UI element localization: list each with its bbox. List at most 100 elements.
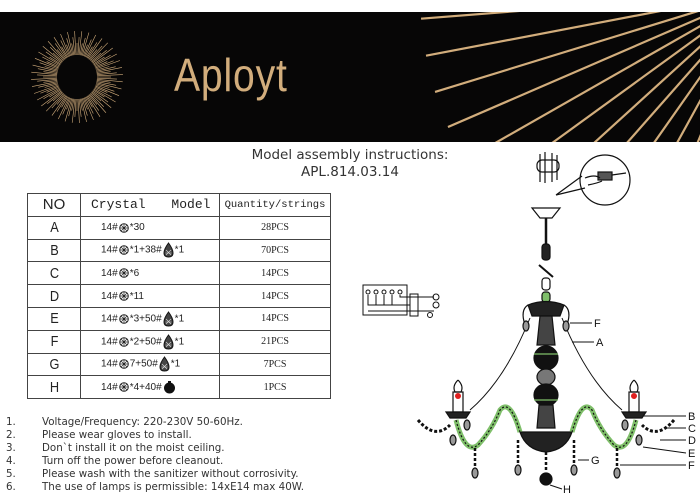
label-e: E [688, 448, 695, 460]
round-crystal-icon [118, 222, 129, 233]
note-item: 4. Turn off the power before cleanout. [6, 455, 304, 468]
row-no: H [31, 375, 77, 400]
table-row: D 14# *11 14PCS [28, 284, 331, 308]
quantity: 14PCS [219, 284, 331, 308]
quantity: 14PCS [219, 261, 331, 286]
model-part: 14# [101, 290, 118, 302]
model-part: *1+38# [129, 245, 162, 257]
crystal-model: 14# *1+38# *1 [80, 238, 220, 263]
wiring-diagram [362, 284, 440, 318]
note-item: 6. The use of lamps is permissible: 14xE1… [6, 481, 304, 494]
drop-crystal-icon [163, 311, 174, 327]
round-crystal-icon [118, 314, 129, 324]
label-g: G [591, 455, 600, 467]
note-item: 5. Please wash with the sanitizer without… [6, 468, 304, 481]
chandelier-diagram: F A B C D E F G H [362, 152, 696, 496]
quantity: 14PCS [219, 306, 331, 331]
row-no: F [31, 329, 77, 354]
note-text: Please wash with the sanitizer without c… [42, 468, 299, 480]
note-number: 5. [6, 468, 16, 480]
crystal-model: 14# 7+50# *1 [80, 352, 220, 377]
round-crystal-icon [118, 245, 129, 256]
model-part: 14# [101, 222, 118, 234]
crystal-model: 14# *6 [80, 261, 220, 286]
note-text: Voltage/Frequency: 220-230V 50-60Hz. [42, 416, 243, 428]
row-no: B [31, 238, 77, 263]
quantity: 1PCS [219, 375, 331, 400]
note-number: 6. [6, 481, 16, 493]
model-part: 7+50# [129, 359, 158, 371]
note-text: The use of lamps is permissible: 14xE14 … [42, 481, 305, 493]
header-quantity: Quantity/strings [219, 193, 331, 217]
drop-crystal-icon [159, 356, 170, 372]
note-text: Turn off the power before cleanout. [42, 455, 224, 467]
model-part: *1 [174, 336, 185, 348]
note-text: Please wear gloves to install. [42, 429, 192, 441]
table-row: C 14# *6 14PCS [28, 261, 331, 286]
round-crystal-icon [118, 291, 129, 301]
ball-crystal-icon [163, 380, 175, 394]
model-part: *4+40# [129, 381, 162, 393]
ball-pendant [539, 472, 553, 486]
table-row: E 14# *3+50# *1 14PCS [28, 306, 331, 331]
model-part: *3+50# [129, 313, 162, 325]
label-f-bottom: F [688, 460, 695, 472]
label-c: C [688, 423, 696, 435]
model-part: 14# [101, 245, 118, 257]
label-a: A [596, 337, 604, 349]
note-number: 1. [6, 416, 16, 428]
note-item: 3. Don`t install it on the moist ceiling. [6, 442, 304, 455]
note-text: Don`t install it on the moist ceiling. [42, 442, 225, 454]
mount-detail-icon [536, 152, 631, 206]
header-crystal-model: Crystal Model [80, 193, 220, 217]
model-part: 14# [101, 359, 118, 371]
table-row: B 14# *1+38# *1 70PCS [28, 238, 331, 263]
label-b: B [688, 411, 695, 423]
quantity: 7PCS [219, 352, 331, 377]
note-number: 2. [6, 429, 16, 441]
table-row: A 14# *30 28PCS [28, 215, 331, 240]
row-no: C [31, 261, 77, 286]
table-row: F 14# *2+50# *1 21PCS [28, 329, 331, 354]
model-part: *1 [174, 245, 185, 257]
note-item: 2. Please wear gloves to install. [6, 429, 304, 442]
drop-crystal-icon [163, 242, 174, 258]
round-crystal-icon [118, 268, 129, 278]
notes-list: 1. Voltage/Frequency: 220-230V 50-60Hz. 2.… [6, 416, 304, 494]
round-crystal-icon [118, 359, 129, 370]
brand-banner: Aployt [0, 12, 700, 142]
brand-name: Aployt [174, 49, 288, 101]
row-no: E [31, 306, 77, 331]
model-part: *6 [129, 267, 140, 279]
crystal-model: 14# *4+40# [80, 375, 220, 400]
crystal-model: 14# *11 [80, 284, 220, 308]
round-crystal-icon [118, 336, 129, 347]
model-part: *2+50# [129, 336, 162, 348]
model-part: *30 [129, 222, 145, 234]
header-no: NO [27, 193, 81, 217]
model-part: *1 [170, 359, 181, 371]
canopy [530, 207, 562, 219]
quantity: 70PCS [219, 238, 331, 263]
table-row: H 14# *4+40# 1PCS [28, 375, 331, 400]
row-no: A [31, 215, 77, 240]
model-part: 14# [101, 381, 118, 393]
crystal-model: 14# *30 [80, 215, 220, 240]
model-part: 14# [101, 267, 118, 279]
model-part: *11 [129, 290, 144, 302]
page-title: Model assembly instructions: APL.814.03.… [200, 147, 500, 181]
title-line: Model assembly instructions: [251, 147, 449, 163]
drop-crystal-icon [163, 333, 174, 350]
crystal-model: 14# *3+50# *1 [80, 306, 220, 331]
model-number: APL.814.03.14 [301, 164, 399, 180]
row-no: G [31, 352, 77, 377]
note-number: 4. [6, 455, 16, 467]
label-d: D [688, 435, 696, 447]
label-h: H [563, 484, 571, 496]
quantity: 28PCS [219, 215, 331, 240]
row-no: D [31, 284, 77, 308]
round-crystal-icon [118, 382, 129, 393]
label-f-top: F [594, 318, 601, 330]
crystal-table: NO Crystal Model Quantity/strings A 14# *3… [27, 193, 331, 400]
crystal-model: 14# *2+50# *1 [80, 329, 220, 354]
